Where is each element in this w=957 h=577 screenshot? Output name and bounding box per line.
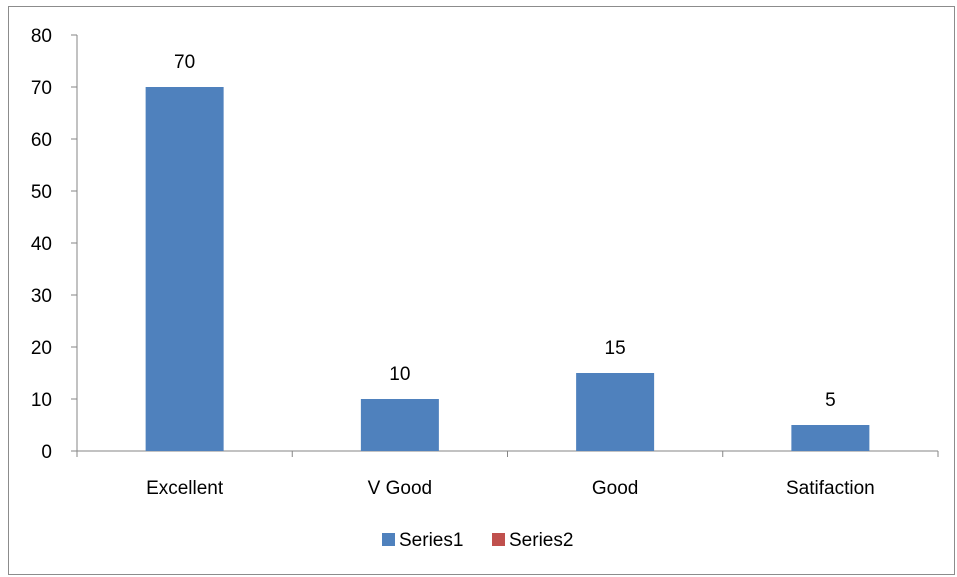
legend-label: Series1 [399, 530, 463, 551]
y-tick-label: 50 [31, 182, 52, 203]
y-tick-label: 10 [31, 390, 52, 411]
y-tick-label: 20 [31, 338, 52, 359]
x-tick-label: Excellent [146, 478, 224, 499]
y-tick-label: 30 [31, 286, 52, 307]
bar-good [576, 373, 655, 451]
legend: Series1 Series2 [382, 530, 573, 551]
y-tick-label: 80 [31, 26, 52, 47]
data-label: 10 [389, 364, 410, 385]
y-tick-label: 0 [41, 442, 52, 463]
legend-swatch [492, 533, 505, 546]
y-axis: 0 10 20 30 40 50 60 70 80 [31, 26, 78, 463]
y-tick-label: 40 [31, 234, 52, 255]
data-label: 15 [605, 338, 626, 359]
data-labels: 70 10 15 5 [174, 52, 836, 411]
chart-frame [8, 6, 955, 575]
x-tick-label: Satifaction [786, 478, 875, 499]
x-tick-label: V Good [368, 478, 432, 499]
bar-satifaction [791, 425, 870, 451]
legend-swatch [382, 533, 395, 546]
bar-excellent [145, 87, 224, 451]
x-tick-label: Good [592, 478, 638, 499]
data-label: 70 [174, 52, 195, 73]
y-tick-label: 70 [31, 78, 52, 99]
data-label: 5 [825, 390, 836, 411]
legend-label: Series2 [509, 530, 573, 551]
x-axis: Excellent V Good Good Satifaction [76, 450, 939, 499]
bars [145, 87, 870, 451]
bar-v-good [360, 399, 439, 451]
y-tick-label: 60 [31, 130, 52, 151]
